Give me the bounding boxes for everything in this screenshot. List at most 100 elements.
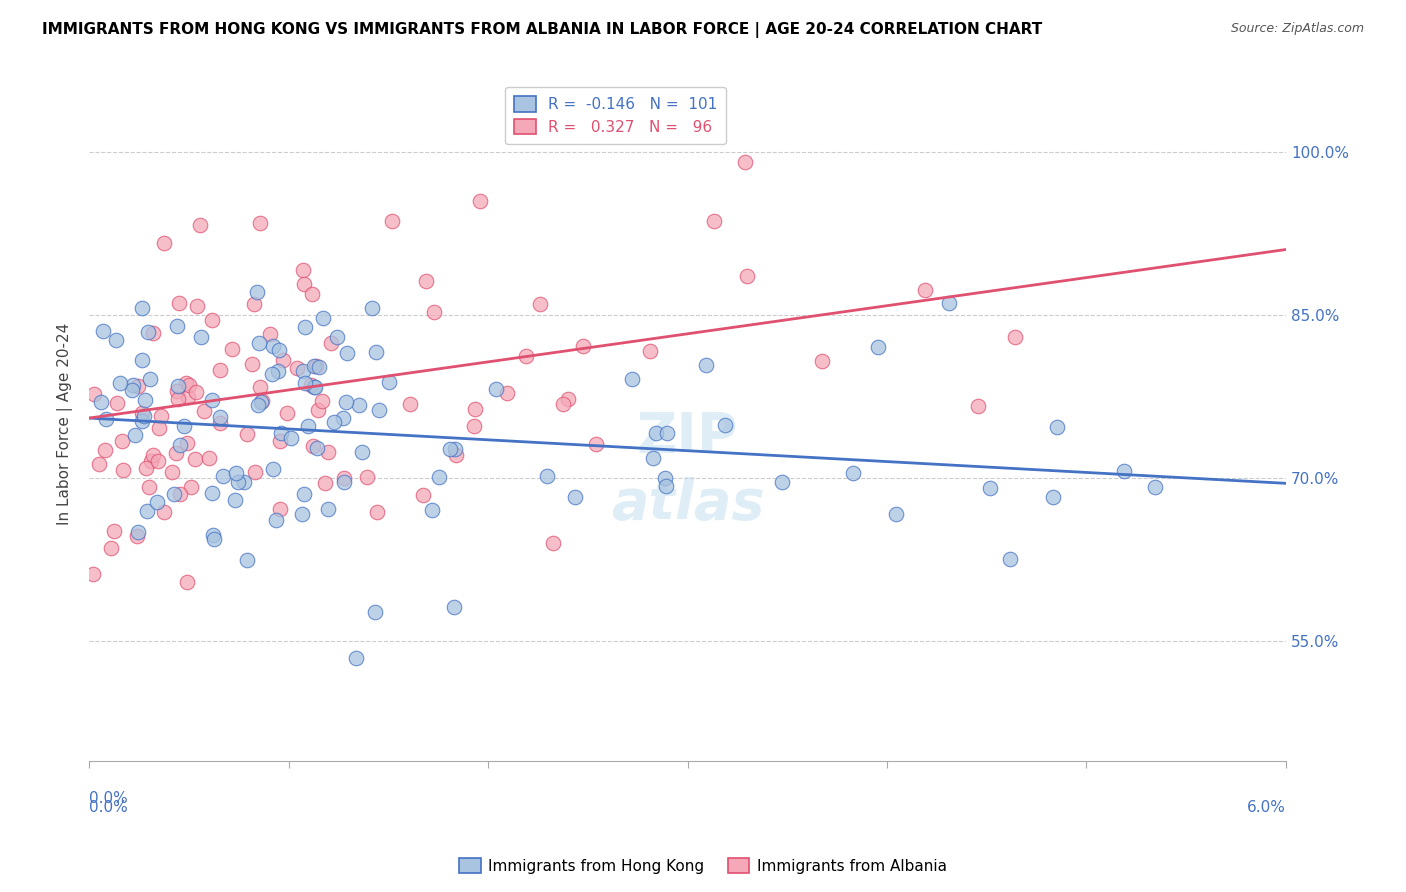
- Point: [142, 448, 165, 462]
- Point: [134, 393, 156, 408]
- Point: [735, 269, 758, 284]
- Point: [842, 466, 865, 480]
- Point: [225, 466, 247, 480]
- Point: [536, 468, 558, 483]
- Point: [316, 502, 339, 516]
- Point: [269, 434, 291, 448]
- Point: [412, 488, 434, 502]
- Point: [188, 218, 211, 232]
- Point: [246, 398, 269, 412]
- Point: [224, 493, 246, 508]
- Point: [201, 393, 224, 408]
- Point: [322, 415, 344, 429]
- Point: [90, 394, 112, 409]
- Point: [541, 536, 564, 550]
- Point: [184, 451, 207, 466]
- Point: [444, 442, 467, 456]
- Point: [979, 481, 1001, 495]
- Point: [415, 274, 437, 288]
- Point: [240, 357, 263, 371]
- Point: [96, 412, 118, 426]
- Point: [262, 339, 284, 353]
- Point: [243, 297, 266, 311]
- Point: [654, 471, 676, 485]
- Point: [305, 359, 328, 374]
- Point: [360, 301, 382, 316]
- Point: [398, 397, 420, 411]
- Point: [515, 350, 537, 364]
- Point: [443, 600, 465, 615]
- Text: atlas: atlas: [610, 477, 765, 532]
- Point: [291, 507, 314, 521]
- Point: [439, 442, 461, 457]
- Point: [366, 505, 388, 519]
- Point: [1046, 419, 1069, 434]
- Point: [132, 409, 155, 423]
- Point: [108, 376, 131, 391]
- Point: [347, 398, 370, 412]
- Point: [377, 376, 399, 390]
- Point: [966, 399, 988, 413]
- Point: [335, 395, 357, 409]
- Point: [82, 566, 104, 581]
- Point: [226, 475, 249, 490]
- Point: [713, 417, 735, 432]
- Point: [292, 364, 315, 378]
- Point: [127, 525, 149, 540]
- Point: [212, 469, 235, 483]
- Point: [269, 501, 291, 516]
- Point: [644, 425, 666, 440]
- Point: [381, 213, 404, 227]
- Point: [249, 380, 271, 394]
- Point: [280, 431, 302, 445]
- Point: [1112, 464, 1135, 478]
- Point: [100, 541, 122, 555]
- Point: [245, 465, 267, 479]
- Point: [585, 437, 607, 451]
- Point: [94, 442, 117, 457]
- Point: [270, 425, 292, 440]
- Point: [165, 446, 187, 460]
- Point: [193, 404, 215, 418]
- Point: [886, 507, 908, 521]
- Text: 0.0%: 0.0%: [89, 791, 128, 806]
- Point: [176, 436, 198, 450]
- Point: [167, 296, 190, 310]
- Point: [141, 454, 163, 468]
- Point: [146, 495, 169, 509]
- Point: [266, 513, 288, 527]
- Point: [1000, 552, 1022, 566]
- Point: [176, 574, 198, 589]
- Point: [146, 454, 169, 468]
- Point: [173, 419, 195, 434]
- Point: [259, 327, 281, 342]
- Point: [641, 450, 664, 465]
- Point: [314, 475, 336, 490]
- Legend: Immigrants from Hong Kong, Immigrants from Albania: Immigrants from Hong Kong, Immigrants fr…: [453, 852, 953, 880]
- Point: [564, 490, 586, 504]
- Point: [301, 439, 323, 453]
- Point: [198, 450, 221, 465]
- Point: [311, 394, 333, 409]
- Point: [131, 406, 153, 420]
- Point: [169, 487, 191, 501]
- Point: [250, 393, 273, 408]
- Point: [529, 297, 551, 311]
- Point: [297, 418, 319, 433]
- Text: IMMIGRANTS FROM HONG KONG VS IMMIGRANTS FROM ALBANIA IN LABOR FORCE | AGE 20-24 : IMMIGRANTS FROM HONG KONG VS IMMIGRANTS …: [42, 22, 1042, 38]
- Point: [302, 380, 325, 394]
- Point: [138, 480, 160, 494]
- Text: 6.0%: 6.0%: [1247, 799, 1286, 814]
- Point: [232, 475, 254, 490]
- Point: [305, 441, 328, 455]
- Point: [135, 461, 157, 475]
- Point: [292, 277, 315, 291]
- Point: [291, 263, 314, 277]
- Point: [285, 361, 308, 376]
- Point: [638, 343, 661, 358]
- Point: [266, 364, 288, 378]
- Legend: R =  -0.146   N =  101, R =   0.327   N =   96: R = -0.146 N = 101, R = 0.327 N = 96: [505, 87, 727, 144]
- Point: [180, 480, 202, 494]
- Point: [914, 283, 936, 297]
- Point: [657, 425, 679, 440]
